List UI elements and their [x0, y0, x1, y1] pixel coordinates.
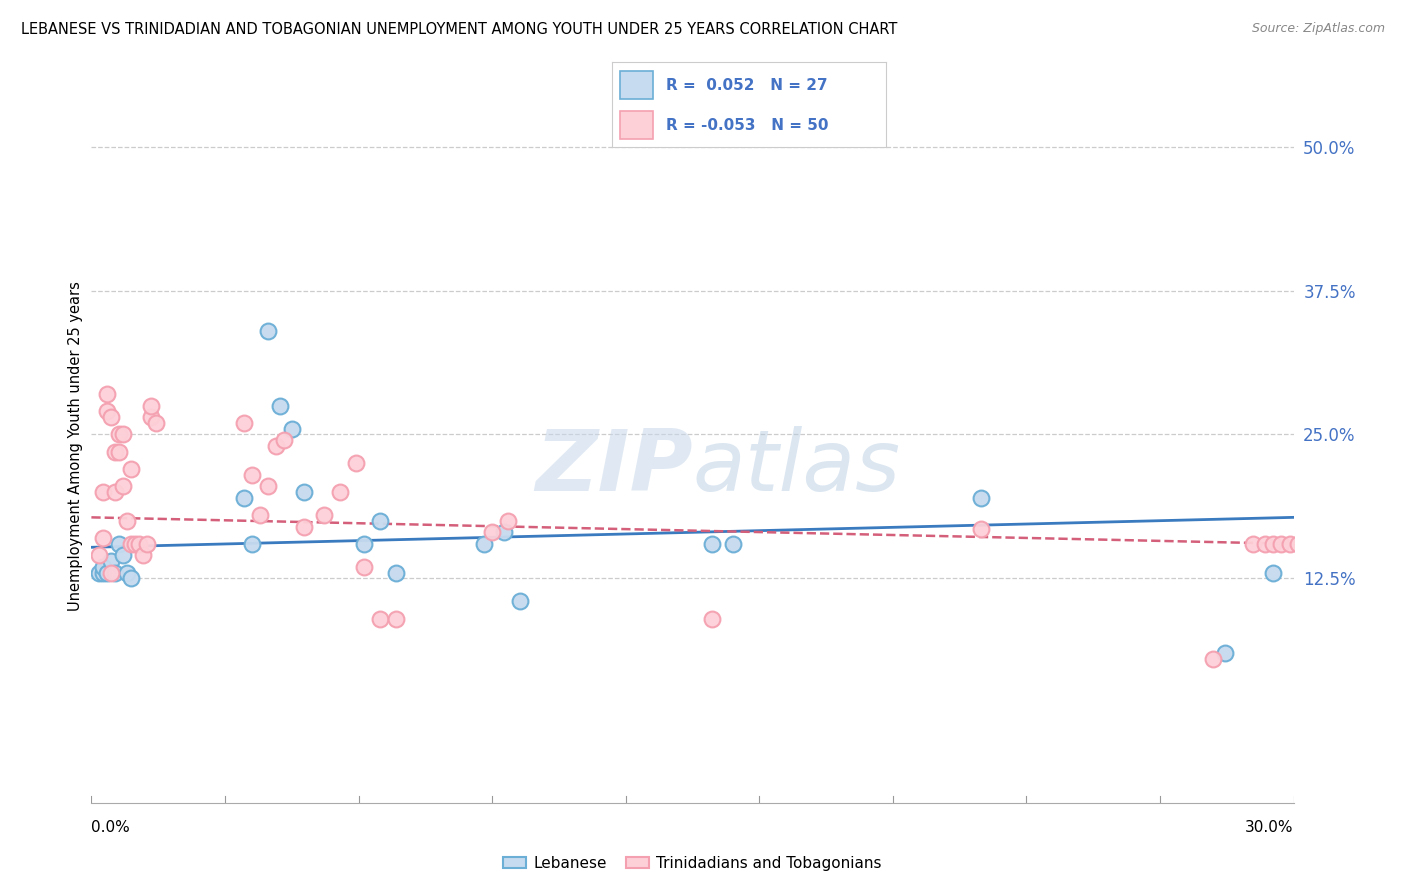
Point	[721, 537, 744, 551]
Point	[104, 444, 127, 458]
Point	[128, 537, 150, 551]
Point	[104, 485, 127, 500]
Point	[385, 612, 408, 626]
Point	[117, 514, 139, 528]
Point	[249, 508, 271, 522]
Point	[104, 566, 127, 580]
Point	[1215, 646, 1237, 660]
Point	[108, 427, 131, 442]
Point	[269, 399, 291, 413]
Point	[385, 566, 408, 580]
Point	[136, 537, 159, 551]
Point	[100, 554, 122, 568]
Point	[93, 566, 115, 580]
Point	[121, 537, 143, 551]
Point	[141, 399, 163, 413]
Text: atlas: atlas	[692, 425, 900, 509]
Point	[368, 514, 391, 528]
Point	[1243, 537, 1265, 551]
Point	[496, 514, 519, 528]
Text: R =  0.052   N = 27: R = 0.052 N = 27	[666, 78, 828, 93]
Point	[112, 427, 135, 442]
Point	[93, 485, 115, 500]
Point	[108, 537, 131, 551]
Point	[1270, 537, 1292, 551]
FancyBboxPatch shape	[620, 111, 652, 139]
Point	[232, 416, 254, 430]
Point	[89, 566, 111, 580]
Point	[145, 416, 167, 430]
Point	[702, 537, 724, 551]
Point	[312, 508, 335, 522]
Legend: Lebanese, Trinidadians and Tobagonians: Lebanese, Trinidadians and Tobagonians	[498, 850, 887, 877]
Y-axis label: Unemployment Among Youth under 25 years: Unemployment Among Youth under 25 years	[67, 281, 83, 611]
Point	[96, 404, 118, 418]
Point	[256, 479, 278, 493]
Point	[344, 456, 367, 470]
Point	[124, 537, 146, 551]
Point	[240, 467, 263, 482]
Point	[1202, 652, 1225, 666]
Text: Source: ZipAtlas.com: Source: ZipAtlas.com	[1251, 22, 1385, 36]
Point	[292, 519, 315, 533]
Point	[1263, 566, 1285, 580]
Text: LEBANESE VS TRINIDADIAN AND TOBAGONIAN UNEMPLOYMENT AMONG YOUTH UNDER 25 YEARS C: LEBANESE VS TRINIDADIAN AND TOBAGONIAN U…	[21, 22, 897, 37]
Point	[273, 434, 295, 448]
Point	[292, 485, 315, 500]
Point	[1295, 537, 1317, 551]
Point	[1302, 537, 1324, 551]
Point	[256, 324, 278, 338]
Point	[93, 559, 115, 574]
Point	[1286, 537, 1309, 551]
Text: 0.0%: 0.0%	[91, 820, 131, 835]
Point	[96, 566, 118, 580]
Point	[264, 439, 287, 453]
Point	[368, 612, 391, 626]
Text: R = -0.053   N = 50: R = -0.053 N = 50	[666, 118, 830, 133]
Point	[89, 549, 111, 563]
Point	[1278, 537, 1301, 551]
Point	[100, 410, 122, 425]
Point	[1263, 537, 1285, 551]
Point	[108, 444, 131, 458]
Point	[702, 612, 724, 626]
Point	[121, 571, 143, 585]
Point	[472, 537, 495, 551]
Point	[117, 566, 139, 580]
Point	[970, 491, 993, 505]
FancyBboxPatch shape	[620, 71, 652, 99]
Point	[281, 422, 304, 436]
Point	[240, 537, 263, 551]
Point	[329, 485, 352, 500]
Point	[509, 594, 531, 608]
Point	[121, 462, 143, 476]
Text: 30.0%: 30.0%	[1246, 820, 1294, 835]
Point	[494, 525, 516, 540]
Point	[353, 537, 375, 551]
Point	[1310, 537, 1333, 551]
Point	[353, 559, 375, 574]
Point	[100, 566, 122, 580]
Text: ZIP: ZIP	[534, 425, 692, 509]
Point	[970, 522, 993, 536]
Point	[93, 531, 115, 545]
Point	[1319, 537, 1341, 551]
Point	[141, 410, 163, 425]
Point	[112, 479, 135, 493]
Point	[481, 525, 503, 540]
Point	[132, 549, 155, 563]
Point	[112, 549, 135, 563]
Point	[1254, 537, 1277, 551]
Point	[232, 491, 254, 505]
Point	[96, 387, 118, 401]
